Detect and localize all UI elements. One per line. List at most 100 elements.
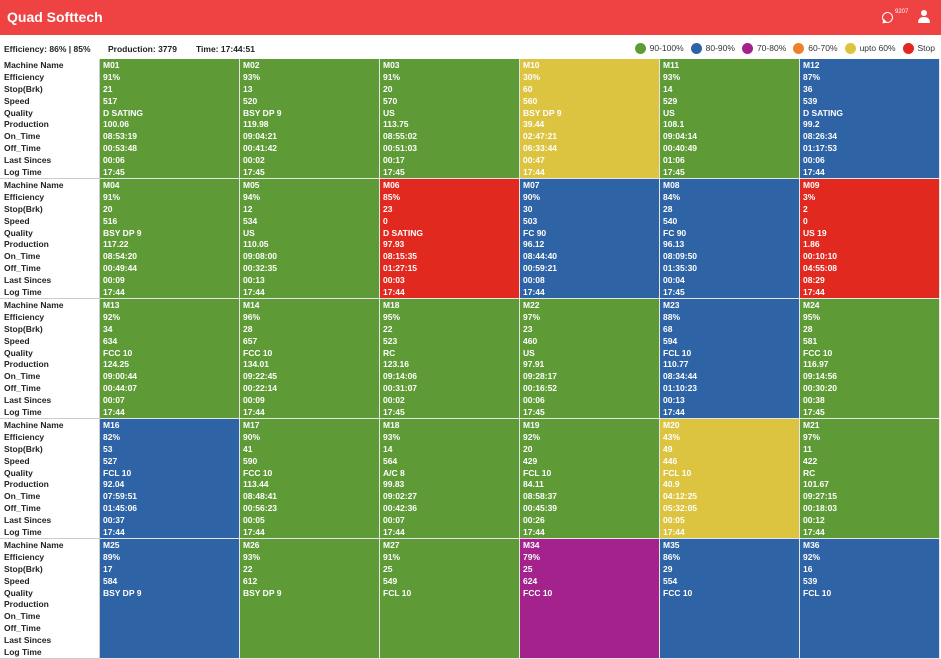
machine-field-value: 17:44 xyxy=(523,167,545,178)
machine-card[interactable]: M13 92% 34 634 FCC 10 124.25 09:00:44 00:44:07 0… xyxy=(100,299,240,419)
machine-card[interactable]: M23 88% 68 594 FCL 10 110.77 08:34:44 01:10:23 0… xyxy=(660,299,800,419)
machine-field-value: 517 xyxy=(103,95,118,106)
efficiency-stat: Efficiency: 86% | 85% xyxy=(4,44,91,54)
machine-field-value: FCL 10 xyxy=(383,587,412,598)
legend-dot-icon xyxy=(741,42,753,54)
color-legend: 90-100% 80-90% 70-80% 60-70% upto 60% Stop xyxy=(628,38,935,58)
machine-field-value: 09:04:21 xyxy=(243,131,278,142)
machine-card[interactable]: M01 91% 21 517 D SATING 100.06 08:53:19 00:53:4… xyxy=(100,59,240,179)
machine-card[interactable]: M34 79% 25 624 FCC 10 xyxy=(520,539,660,659)
machine-field-value: 97% xyxy=(803,431,821,442)
machine-card[interactable]: M04 91% 20 516 BSY DP 9 117.22 08:54:20 00:49:4… xyxy=(100,179,240,299)
machine-card[interactable]: M35 86% 29 554 FCC 10 xyxy=(660,539,800,659)
machine-field-value: 17 xyxy=(103,563,113,574)
machine-name: M06 xyxy=(383,180,400,190)
machine-card[interactable]: M18 93% 14 564 A/C 8 99.83 09:02:27 00:42:36 00:… xyxy=(380,419,520,539)
machine-field-value: 634 xyxy=(103,335,118,346)
legend-label: Stop xyxy=(917,43,936,53)
machine-card[interactable]: M11 93% 14 529 US 108.1 09:04:14 00:40:49 01:06 1… xyxy=(660,59,800,179)
machine-card[interactable]: M21 97% 11 422 RC 101.67 09:27:15 00:18:03 00:12… xyxy=(800,419,940,539)
machine-field-value: 17:44 xyxy=(103,287,125,298)
field-label: Off_Time xyxy=(4,263,41,274)
machine-field-value: 00:16:52 xyxy=(523,383,558,394)
machine-field-value: 08:15:35 xyxy=(383,251,418,262)
field-label: Efficiency xyxy=(4,551,45,562)
machine-field-value: 01:17:53 xyxy=(803,143,838,154)
machine-card[interactable]: M22 97% 23 460 US 97.91 09:28:17 00:16:52 00:06 1… xyxy=(520,299,660,419)
machine-name: M18 xyxy=(383,420,400,430)
machine-field-value: 30% xyxy=(523,71,541,82)
machine-field-value: 00:10:10 xyxy=(803,251,838,262)
legend-item: 70-80% xyxy=(741,42,786,54)
field-label: Production xyxy=(4,599,49,610)
machine-field-value: 23 xyxy=(523,323,533,334)
machine-field-value: D SATING xyxy=(803,107,843,118)
machine-card[interactable]: M05 94% 12 534 US 110.05 09:08:00 00:32:35 00:13… xyxy=(240,179,380,299)
machine-card[interactable]: M16 82% 53 527 FCL 10 92.04 07:59:51 01:45:06 00… xyxy=(100,419,240,539)
machine-grid: Machine Name Efficiency Stop(Brk) Speed Qual… xyxy=(0,59,941,659)
machine-card[interactable]: M26 93% 22 612 BSY DP 9 xyxy=(240,539,380,659)
machine-field-value xyxy=(243,611,379,623)
machine-field-value: 20 xyxy=(103,203,113,214)
field-label: Stop(Brk) xyxy=(4,563,43,574)
machine-field-value: 40.9 xyxy=(663,479,680,490)
machine-card[interactable]: M08 84% 28 540 FC 90 96.13 08:09:50 01:35:30 00:… xyxy=(660,179,800,299)
machine-card[interactable]: M36 92% 16 539 FCL 10 xyxy=(800,539,940,659)
machine-card[interactable]: M10 30% 60 560 BSY DP 9 39.44 02:47:21 06:33:44… xyxy=(520,59,660,179)
machine-field-value: FCC 10 xyxy=(103,347,133,358)
machine-card[interactable]: M09 3% 2 0 US 19 1.86 00:10:10 04:55:08 08:29 17:… xyxy=(800,179,940,299)
machine-card[interactable]: M18 95% 22 523 RC 123.16 09:14:06 00:31:07 00:02… xyxy=(380,299,520,419)
machine-field-value: 08:34:44 xyxy=(663,371,698,382)
machine-field-value: 00:44:07 xyxy=(103,383,138,394)
machine-field-value: US xyxy=(663,107,675,118)
machine-field-value: 523 xyxy=(383,335,398,346)
machine-card[interactable]: M06 85% 23 0 D SATING 97.93 08:15:35 01:27:15 00… xyxy=(380,179,520,299)
legend-item: 80-90% xyxy=(690,42,735,54)
machine-field-value: 99.2 xyxy=(803,119,820,130)
machine-field-value: 0 xyxy=(803,215,808,226)
machine-name: M27 xyxy=(383,540,400,550)
machine-field-value: 17:44 xyxy=(803,527,825,538)
machine-card[interactable]: M02 93% 13 520 BSY DP 9 119.98 09:04:21 00:41:4… xyxy=(240,59,380,179)
machine-field-value: 429 xyxy=(523,455,538,466)
machine-card[interactable]: M17 90% 41 590 FCC 10 113.44 08:48:41 00:56:23 0… xyxy=(240,419,380,539)
machine-field-value: 08:48:41 xyxy=(243,491,278,502)
machine-field-value: US 19 xyxy=(803,227,827,238)
machine-field-value: 87% xyxy=(803,71,821,82)
machine-card[interactable]: M07 90% 30 503 FC 90 96.12 08:44:40 00:59:21 00:… xyxy=(520,179,660,299)
machine-field-value: 97.91 xyxy=(523,359,545,370)
machine-field-value: 28 xyxy=(243,323,253,334)
legend-label: upto 60% xyxy=(859,43,896,53)
field-label: Quality xyxy=(4,347,33,358)
machine-field-value: 93% xyxy=(663,71,681,82)
legend-dot-icon xyxy=(902,42,914,54)
legend-dot-icon xyxy=(793,42,805,54)
machine-field-value: 08:54:20 xyxy=(103,251,138,262)
machine-card[interactable]: M24 95% 28 581 FCC 10 116.97 09:14:56 00:30:20 0… xyxy=(800,299,940,419)
machine-card[interactable]: M14 96% 28 657 FCC 10 134.01 09:22:45 00:22:14 0… xyxy=(240,299,380,419)
machine-field-value: 113.44 xyxy=(243,479,269,490)
machine-card[interactable]: M03 91% 20 570 US 113.75 08:55:02 00:51:03 00:17… xyxy=(380,59,520,179)
whatsapp-icon[interactable] xyxy=(882,12,893,23)
machine-card[interactable]: M20 43% 49 446 FCL 10 40.9 04:12:25 05:32:05 00:… xyxy=(660,419,800,539)
machine-field-value: 527 xyxy=(103,455,118,466)
machine-field-value: 07:59:51 xyxy=(103,491,138,502)
machine-field-value xyxy=(663,623,799,635)
machine-field-value xyxy=(103,623,239,635)
machine-card[interactable]: M19 92% 20 429 FCL 10 84.11 08:58:37 00:45:39 00… xyxy=(520,419,660,539)
machine-field-value: 29 xyxy=(663,563,673,574)
machine-card[interactable]: M27 91% 25 549 FCL 10 xyxy=(380,539,520,659)
machine-field-value: 00:31:07 xyxy=(383,383,418,394)
machine-card[interactable]: M25 89% 17 584 BSY DP 9 xyxy=(100,539,240,659)
machine-field-value: 17:44 xyxy=(243,527,265,538)
machine-card[interactable]: M12 87% 36 539 D SATING 99.2 08:26:34 01:17:53 0… xyxy=(800,59,940,179)
machine-field-value xyxy=(103,611,239,623)
machine-field-value: 91% xyxy=(103,71,121,82)
machine-field-value: 94% xyxy=(243,191,261,202)
machine-field-value: 36 xyxy=(803,83,813,94)
machine-field-value: BSY DP 9 xyxy=(103,587,142,598)
user-icon[interactable] xyxy=(918,10,930,24)
machine-field-value: 590 xyxy=(243,455,258,466)
machine-field-value: 2 xyxy=(803,203,808,214)
machine-field-value: 85% xyxy=(383,191,401,202)
